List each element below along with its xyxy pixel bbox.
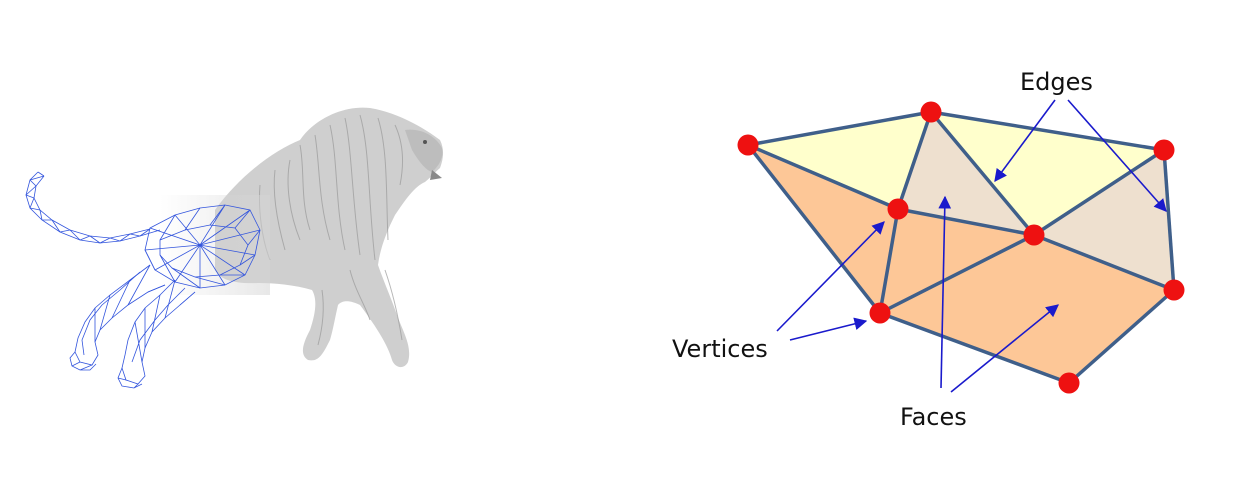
- vertex: [920, 101, 942, 123]
- arrow-vertices-2: [789, 317, 868, 341]
- face-beige-1: [898, 112, 1034, 235]
- edge: [1162, 149, 1176, 291]
- arrow-edges-1: [994, 99, 1056, 183]
- vertex: [1163, 279, 1185, 301]
- lion-svg: [25, 107, 444, 389]
- mesh-vertices: [737, 101, 1185, 394]
- vertex: [887, 198, 909, 220]
- edge: [879, 311, 1070, 385]
- vertex: [1153, 139, 1175, 161]
- edge: [929, 110, 1036, 237]
- arrow-vertices-1: [776, 221, 885, 332]
- arrow-faces-2: [950, 304, 1059, 393]
- edge: [896, 111, 933, 210]
- edge: [1067, 288, 1176, 385]
- edge: [930, 110, 1165, 152]
- vertex: [1023, 224, 1045, 246]
- edges-label: Edges: [1020, 68, 1093, 96]
- lion-eye: [423, 140, 427, 144]
- mesh-diagram: Edges Vertices Faces: [640, 0, 1237, 477]
- vertex: [737, 134, 759, 156]
- vertices-label: Vertices: [672, 335, 768, 363]
- lion-mouth: [430, 170, 442, 180]
- arrow-edges-2: [1067, 99, 1167, 212]
- faces-label: Faces: [900, 403, 967, 431]
- fade-overlay: [160, 195, 270, 295]
- edge: [1033, 233, 1175, 292]
- lion-head: [405, 129, 443, 172]
- edge: [1033, 148, 1165, 237]
- edge: [747, 110, 932, 147]
- lion-figure: [0, 0, 560, 477]
- vertex: [869, 302, 891, 324]
- face-beige-2: [1034, 150, 1174, 290]
- face-orange-3: [880, 235, 1174, 383]
- edge: [746, 143, 882, 315]
- face-orange-1: [748, 145, 898, 313]
- mesh-edges: [746, 110, 1176, 385]
- face-orange-2: [880, 209, 1034, 313]
- vertex: [1058, 372, 1080, 394]
- mesh-svg: Edges Vertices Faces: [672, 68, 1185, 431]
- annotation-arrows: [776, 99, 1167, 393]
- arrow-faces-1: [938, 195, 952, 389]
- lion-wireframe: [25, 171, 261, 389]
- edge: [879, 233, 1035, 315]
- edge: [897, 207, 1035, 237]
- edge: [747, 143, 899, 211]
- face-yellow-1: [748, 112, 931, 209]
- edge: [878, 208, 900, 314]
